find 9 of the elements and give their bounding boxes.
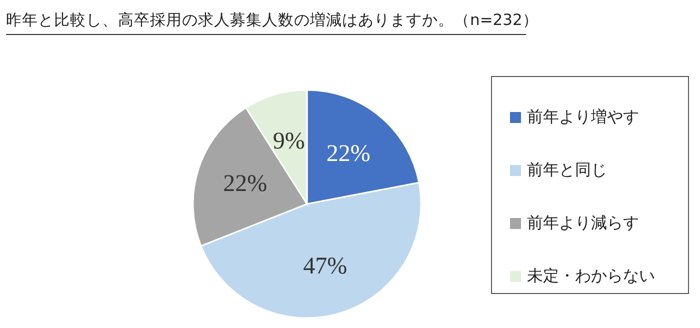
legend-label: 前年より増やす bbox=[527, 107, 639, 128]
data-label: 22% bbox=[326, 140, 370, 167]
data-label: 47% bbox=[303, 253, 348, 280]
data-label: 9% bbox=[272, 128, 305, 155]
legend-label: 未定・わからない bbox=[527, 266, 655, 287]
legend-label: 前年より減らす bbox=[527, 213, 639, 234]
legend-label: 前年と同じ bbox=[527, 160, 607, 181]
data-label: 22% bbox=[223, 170, 268, 197]
chart-title: 昨年と比較し、高卒採用の求人募集人数の増減はありますか。（n=232） bbox=[6, 10, 538, 31]
